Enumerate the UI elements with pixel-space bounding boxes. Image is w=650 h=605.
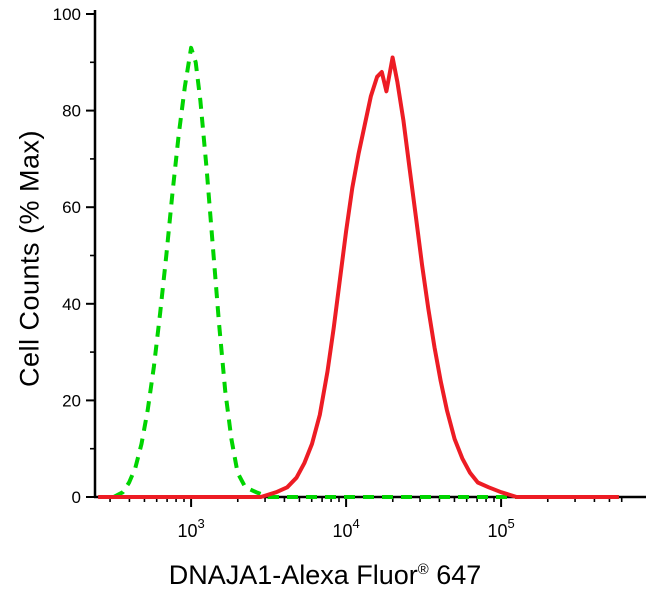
y-axis-label: Cell Counts (% Max) — [14, 129, 45, 388]
y-tick-label: 20 — [62, 391, 81, 410]
x-tick-label: 103 — [177, 516, 204, 541]
control-green-dashed-curve — [112, 45, 619, 499]
x-tick-label: 104 — [332, 516, 359, 541]
y-tick-label: 60 — [62, 198, 81, 217]
y-tick-label: 80 — [62, 102, 81, 121]
dnaja1-red-solid-curve — [98, 55, 619, 499]
registered-trademark-symbol: ® — [417, 562, 429, 578]
y-tick-label: 40 — [62, 295, 81, 314]
x-axis-label: DNAJA1-Alexa Fluor® 647 — [0, 560, 650, 591]
x-tick-label: 105 — [487, 516, 514, 541]
x-axis-label-suffix: 647 — [428, 560, 482, 590]
x-axis-label-main: DNAJA1-Alexa Fluor — [168, 560, 418, 590]
y-tick-label: 0 — [72, 488, 81, 507]
y-tick-label: 100 — [53, 5, 81, 24]
